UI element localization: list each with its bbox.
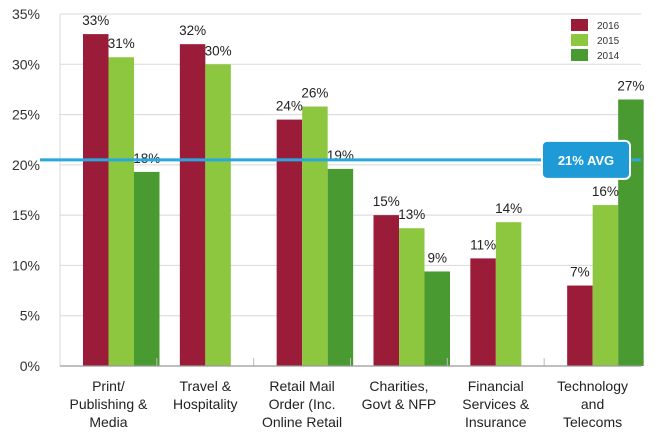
bar-2015	[302, 106, 328, 367]
data-label: 14%	[495, 201, 522, 216]
y-tick-label: 10%	[12, 257, 40, 273]
bar-2014	[327, 168, 354, 366]
bar-2015	[108, 57, 134, 366]
bar-2015	[592, 205, 619, 366]
legend-label-2014: 2014	[597, 51, 620, 62]
category-label: Retail Mail	[269, 378, 334, 394]
average-callout-box	[541, 139, 631, 180]
y-tick-label: 35%	[12, 6, 40, 22]
data-label: 13%	[398, 207, 425, 222]
category-label: Media	[89, 414, 127, 430]
legend-swatch-2015	[571, 34, 588, 46]
data-label: 7%	[570, 265, 590, 280]
category-label: and	[581, 396, 604, 412]
bar-2016	[83, 34, 109, 366]
bar-2016	[373, 215, 399, 366]
category-label: Online Retail	[262, 414, 342, 430]
data-label: 30%	[205, 43, 232, 58]
data-label: 26%	[301, 86, 328, 101]
x-axis	[60, 358, 641, 367]
category-label: Charities,	[369, 378, 428, 394]
bar-2016	[179, 44, 206, 367]
y-tick-label: 15%	[12, 207, 40, 223]
y-tick-label: 30%	[12, 56, 40, 72]
category-label: Travel &	[179, 378, 231, 394]
category-label: Technology	[557, 378, 628, 394]
data-label: 15%	[373, 194, 400, 209]
category-labels: Print/Publishing & Media Travel & Hospitali…	[70, 378, 628, 430]
category-label: Financial	[468, 378, 524, 394]
legend: 2016 2015 2014	[571, 19, 620, 62]
data-label: 11%	[470, 237, 496, 252]
data-label: 16%	[592, 184, 619, 199]
bars	[83, 34, 644, 367]
category-label: Govt & NFP	[362, 396, 437, 412]
legend-swatch-2016	[571, 19, 588, 31]
category-label: Publishing &	[70, 396, 148, 412]
legend-label-2016: 2016	[597, 21, 620, 32]
average-callout-label: 21% AVG	[558, 153, 614, 168]
y-tick-label: 5%	[20, 308, 40, 324]
y-tick-label: 0%	[20, 358, 40, 374]
category-label: Order (Inc.	[269, 396, 336, 412]
bar-2016	[276, 119, 303, 366]
category-label: Insurance	[465, 414, 527, 430]
bar-2015	[205, 64, 231, 367]
average-line: 21% AVG	[40, 139, 641, 180]
bar-2015	[495, 222, 522, 366]
category-label: Hospitality	[173, 396, 238, 412]
bar-2014	[424, 271, 450, 366]
data-label: 9%	[427, 250, 447, 265]
legend-swatch-2014	[571, 49, 588, 61]
bar-2016	[567, 285, 593, 366]
y-axis-ticks: 0% 5% 10% 15% 20% 25% 30% 35%	[12, 6, 40, 374]
category-label: Print/	[92, 378, 125, 394]
data-label: 24%	[276, 99, 303, 114]
data-label: 33%	[82, 13, 109, 28]
bar-2014	[134, 171, 160, 366]
bar-2014	[618, 99, 644, 366]
category-label: Telecoms	[563, 414, 622, 430]
data-label: 31%	[108, 36, 135, 51]
bar-2015	[399, 228, 425, 366]
category-label: Services &	[462, 396, 530, 412]
legend-label-2015: 2015	[597, 36, 620, 47]
bar-2016	[470, 258, 496, 366]
y-tick-label: 20%	[12, 157, 40, 173]
data-label: 32%	[179, 23, 206, 38]
y-tick-label: 25%	[12, 107, 40, 123]
data-label: 27%	[617, 78, 644, 93]
